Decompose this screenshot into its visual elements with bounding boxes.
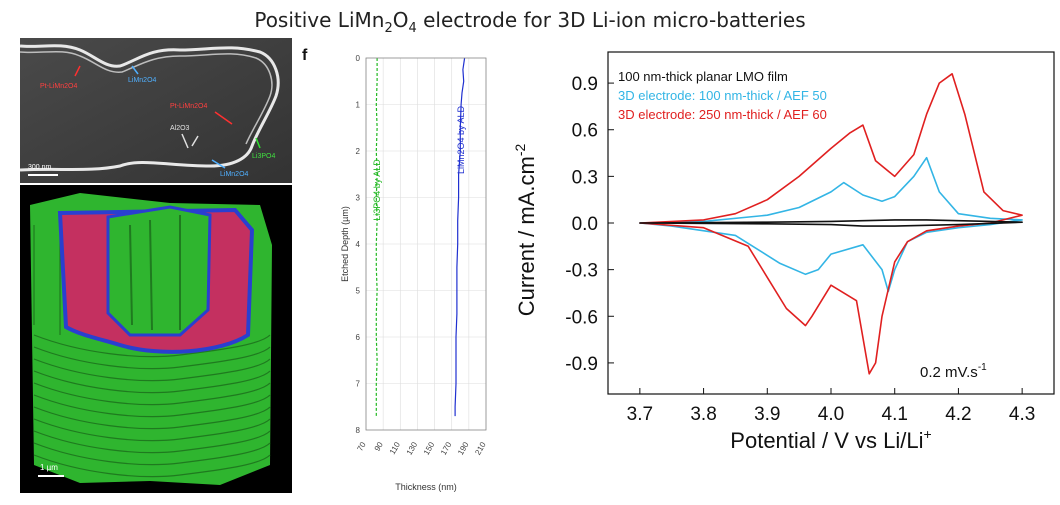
sem-cross-section-image: Pt-LiMn2O4 LiMn2O4 Pt-LiMn2O4 Al2O3 Li3P… bbox=[20, 38, 292, 183]
model-3d-graphic: 1 µm bbox=[20, 185, 292, 493]
cv-y-tick-3: 0.0 bbox=[572, 214, 598, 235]
profile-series-label-li3po4: Li3PO4 by ALD bbox=[372, 159, 382, 221]
model-scale-bar bbox=[38, 475, 64, 477]
cv-x-tick-2: 3.9 bbox=[754, 404, 780, 425]
sem-label-4: Li3PO4 bbox=[252, 153, 275, 160]
figure-title: Positive LiMn2O4 electrode for 3D Li-ion… bbox=[254, 8, 806, 36]
profile-y-tick-4: 4 bbox=[356, 240, 361, 249]
cv-x-tick-5: 4.2 bbox=[945, 404, 971, 425]
tomography-3d-model-image: 1 µm bbox=[20, 185, 292, 493]
profile-series-line-1 bbox=[454, 57, 466, 417]
profile-y-tick-8: 8 bbox=[356, 426, 361, 435]
sem-label-0: Pt-LiMn2O4 bbox=[40, 83, 77, 90]
profile-x-tick-6: 190 bbox=[456, 440, 471, 457]
depth-profile-chart: f 70 90 110 130 150 170 190 210 0 1 2 3 4 5 6 7 8 Etched… bbox=[300, 40, 490, 500]
panel-label-f: f bbox=[302, 47, 308, 64]
profile-x-tick-5: 170 bbox=[439, 440, 454, 457]
cv-x-axis-label: Potential / V vs Li/Li+ bbox=[730, 426, 931, 453]
profile-x-tick-0: 70 bbox=[355, 440, 368, 453]
cv-legend-item-2: 3D electrode: 250 nm-thick / AEF 60 bbox=[618, 107, 827, 122]
profile-x-axis-label: Thickness (nm) bbox=[395, 482, 457, 492]
cv-series-curve-2 bbox=[639, 73, 1023, 375]
depth-profile-svg: f 70 90 110 130 150 170 190 210 0 1 2 3 4 5 6 7 8 Etched… bbox=[302, 47, 488, 492]
cv-legend-item-1: 3D electrode: 100 nm-thick / AEF 50 bbox=[618, 88, 827, 103]
profile-x-tick-1: 90 bbox=[373, 440, 386, 453]
sem-label-2: Pt-LiMn2O4 bbox=[170, 103, 207, 110]
cv-x-tick-0: 3.7 bbox=[627, 404, 653, 425]
profile-y-tick-5: 5 bbox=[356, 287, 361, 296]
cv-y-axis-label: Current / mA.cm-2 bbox=[512, 143, 539, 316]
profile-x-tick-2: 110 bbox=[388, 440, 402, 456]
model-scale-label: 1 µm bbox=[40, 463, 58, 472]
cyclic-voltammetry-chart: 3.7 3.8 3.9 4.0 4.1 4.2 4.3 0.9 0.6 0.3 0.0 -0.3 -0.… bbox=[490, 40, 1060, 500]
sem-label-5: LiMn2O4 bbox=[220, 171, 249, 178]
profile-y-tick-1: 1 bbox=[356, 101, 361, 110]
sem-arrows bbox=[74, 65, 261, 169]
model-inner-pillar bbox=[106, 205, 212, 337]
profile-y-tick-6: 6 bbox=[356, 333, 361, 342]
cv-y-tick-1: 0.6 bbox=[572, 121, 598, 142]
cv-y-tick-6: -0.9 bbox=[565, 354, 598, 375]
cv-scan-rate-annotation: 0.2 mV.s-1 bbox=[920, 362, 987, 381]
sem-scale-bar bbox=[28, 174, 58, 176]
model-layer-lines bbox=[33, 225, 271, 478]
sem-scale-label: 300 nm bbox=[28, 164, 52, 171]
sem-image-graphic: Pt-LiMn2O4 LiMn2O4 Pt-LiMn2O4 Al2O3 Li3P… bbox=[20, 38, 292, 183]
cv-series-curve-0 bbox=[639, 219, 1023, 227]
cv-x-tick-1: 3.8 bbox=[690, 404, 716, 425]
cv-x-tick-6: 4.3 bbox=[1009, 404, 1035, 425]
profile-x-tick-4: 150 bbox=[422, 440, 437, 457]
sem-label-3: Al2O3 bbox=[170, 125, 190, 132]
profile-y-tick-2: 2 bbox=[356, 147, 361, 156]
cv-svg: 3.7 3.8 3.9 4.0 4.1 4.2 4.3 0.9 0.6 0.3 0.0 -0.3 -0.… bbox=[512, 51, 1055, 453]
profile-x-tick-7: 210 bbox=[473, 440, 488, 457]
sem-label-1: LiMn2O4 bbox=[128, 77, 157, 84]
profile-series-line-0 bbox=[375, 58, 378, 417]
cv-y-tick-4: -0.3 bbox=[565, 261, 598, 282]
cv-y-tick-0: 0.9 bbox=[572, 74, 598, 95]
cv-legend: 100 nm-thick planar LMO film 3D electrod… bbox=[618, 69, 827, 122]
cv-x-tick-4: 4.1 bbox=[882, 404, 908, 425]
sem-layer-outline bbox=[20, 44, 280, 172]
profile-y-tick-3: 3 bbox=[356, 194, 361, 203]
cv-y-tick-2: 0.3 bbox=[572, 167, 598, 188]
profile-y-axis-label: Etched Depth (µm) bbox=[340, 206, 350, 282]
cv-x-tick-3: 4.0 bbox=[818, 404, 844, 425]
profile-x-tick-3: 130 bbox=[405, 440, 420, 457]
profile-y-tick-0: 0 bbox=[356, 54, 361, 63]
cv-legend-item-0: 100 nm-thick planar LMO film bbox=[618, 69, 788, 84]
profile-y-tick-7: 7 bbox=[356, 380, 361, 389]
profile-series-label-limn2o4: LiMn2O4 by ALD bbox=[456, 105, 466, 174]
cv-y-tick-5: -0.6 bbox=[565, 307, 598, 328]
